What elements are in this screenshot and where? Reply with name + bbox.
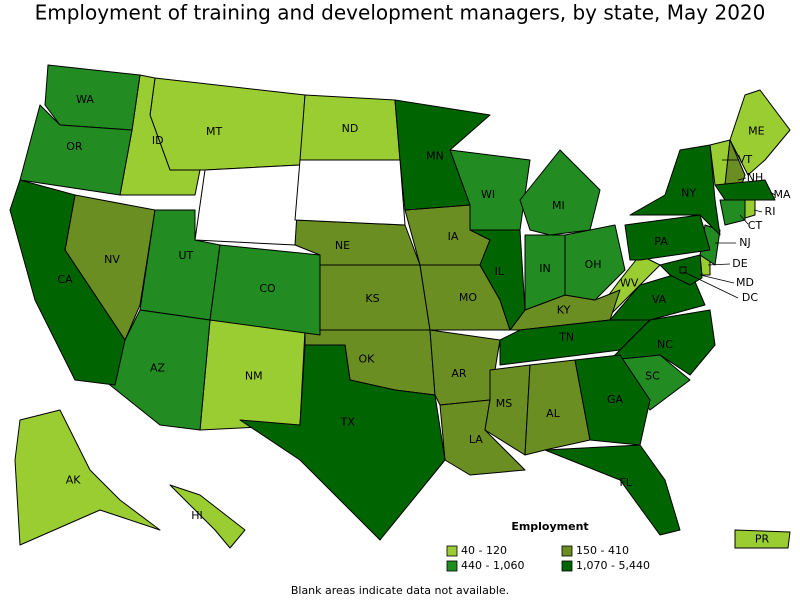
- legend-label: 1,070 - 5,440: [576, 559, 650, 572]
- state-label: MA: [773, 188, 790, 201]
- state-label: NH: [747, 171, 764, 184]
- state-label: NJ: [739, 236, 750, 249]
- state: [519, 149, 601, 236]
- state-label: SC: [645, 369, 660, 382]
- state-label: LA: [469, 433, 483, 446]
- state: [149, 77, 306, 171]
- legend-title: Employment: [511, 520, 588, 533]
- state-label: AL: [546, 407, 561, 420]
- state-label: WI: [481, 188, 495, 201]
- state: [544, 444, 681, 536]
- legend-swatch: [446, 545, 458, 557]
- legend-label: 40 - 120: [461, 544, 507, 557]
- state-label: ND: [342, 122, 359, 135]
- state: [564, 224, 626, 301]
- legend-swatch: [446, 560, 458, 572]
- state-label: CO: [259, 282, 276, 295]
- legend-swatch: [561, 545, 573, 557]
- state-label: OH: [585, 258, 602, 271]
- state-label: NY: [681, 187, 696, 200]
- state-label: FL: [619, 476, 632, 489]
- state: [9, 179, 126, 386]
- state: [209, 244, 321, 336]
- state: [574, 354, 651, 446]
- state-label: CT: [748, 219, 763, 232]
- states: [9, 64, 791, 549]
- state-label: MD: [736, 276, 754, 289]
- state-label: AK: [66, 474, 82, 487]
- footnote: Blank areas indicate data not available.: [291, 584, 509, 597]
- state-label: IL: [495, 265, 505, 278]
- state-label: IN: [539, 262, 550, 275]
- state-label: MT: [206, 125, 222, 138]
- state: [469, 229, 526, 331]
- legend-label: 150 - 410: [576, 544, 629, 557]
- state: [714, 179, 776, 201]
- state-label: WA: [76, 93, 94, 106]
- state-label: AZ: [150, 361, 166, 374]
- state-label: WV: [620, 276, 639, 289]
- state-label: OK: [358, 352, 375, 365]
- state-label: ID: [152, 134, 164, 147]
- state-label: NC: [657, 338, 673, 351]
- state-label: ME: [748, 125, 764, 138]
- legend: 40 - 120 150 - 410 440 - 1,060 1,070 - 5,44…: [446, 544, 650, 572]
- state: [239, 344, 446, 541]
- state-label: PA: [654, 235, 668, 248]
- state-label: MO: [459, 291, 477, 304]
- state-label: KS: [365, 292, 379, 305]
- state: [14, 409, 161, 546]
- state-label: GA: [607, 393, 624, 406]
- state: [624, 214, 711, 261]
- state-label: NE: [335, 239, 350, 252]
- leader-lines: [683, 159, 776, 299]
- state-label: RI: [765, 205, 776, 218]
- state-label: HI: [191, 509, 203, 522]
- state-no-data: [194, 164, 301, 246]
- state-label: NM: [245, 369, 263, 382]
- state-label: CA: [57, 273, 73, 286]
- state-label: MI: [552, 199, 565, 212]
- state-label: VT: [738, 153, 753, 166]
- state-label: MN: [426, 150, 444, 163]
- state-label: DC: [742, 291, 758, 304]
- state: [744, 199, 756, 219]
- state: [629, 144, 721, 236]
- state-label: OR: [66, 140, 83, 153]
- state-label: IA: [448, 230, 459, 243]
- state-labels: MT ID ND NM AK HI ME VT WV DE RI PR NV NE IA KS MO OK AR LA…: [57, 93, 791, 546]
- state-no-data: [294, 159, 406, 226]
- state: [524, 359, 591, 456]
- state: [734, 529, 791, 549]
- state: [609, 269, 706, 321]
- legend-label: 440 - 1,060: [461, 559, 524, 572]
- state: [719, 199, 746, 226]
- title: Employment of training and development m…: [35, 1, 766, 25]
- state-label: PR: [755, 533, 770, 546]
- state-label: MS: [496, 397, 512, 410]
- state-label: TX: [340, 416, 356, 429]
- state: [19, 104, 133, 196]
- state-label: VA: [652, 293, 667, 306]
- state-label: NV: [104, 253, 120, 266]
- legend-swatch: [561, 560, 573, 572]
- state: [169, 484, 246, 549]
- state-label: AR: [451, 367, 467, 380]
- state-label: KY: [557, 304, 571, 317]
- state-label: DE: [732, 257, 747, 270]
- state-label: TN: [558, 331, 574, 344]
- state: [484, 364, 531, 456]
- state-label: UT: [178, 249, 193, 262]
